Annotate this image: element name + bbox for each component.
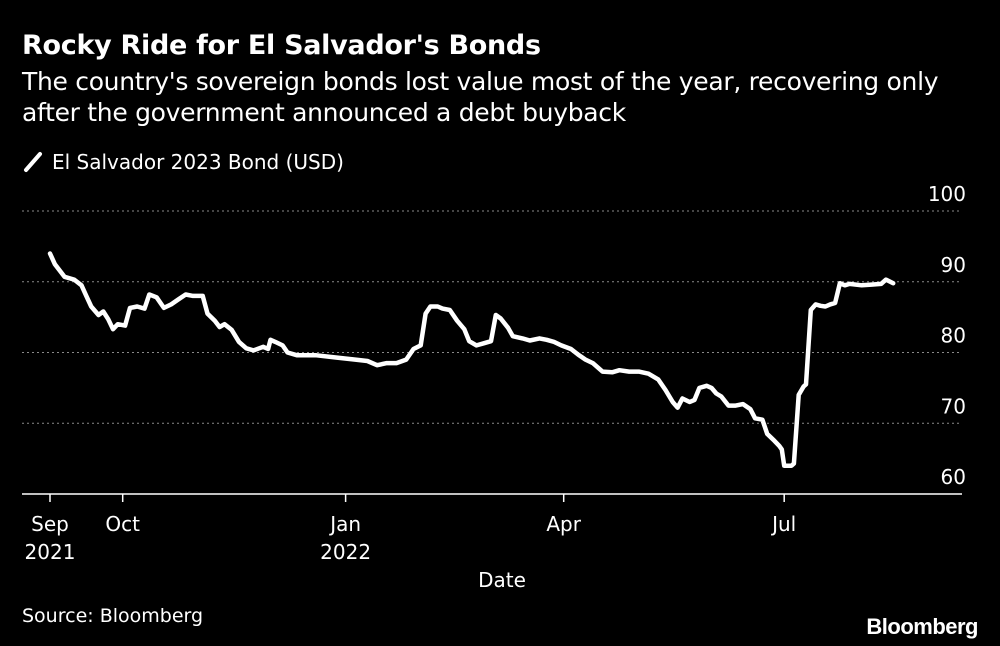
legend-line-icon [24,152,42,172]
x-tick-year-label: 2022 [320,540,371,564]
y-axis-ticks: 60 70 80 90 100 [928,182,966,489]
series-line-el-salvador-2023-bond [47,251,896,468]
y-tick-label: 100 [928,182,966,206]
chart-subtitle: The country's sovereign bonds lost value… [22,67,939,127]
chart-title: Rocky Ride for El Salvador's Bonds [22,30,541,61]
x-tick-year-label: 2021 [25,540,76,564]
x-tick-label: Jan [328,512,361,536]
x-tick-label: Sep [31,512,69,536]
x-axis-ticks: Sep 2021 Oct Jan 2022 Apr Jul [25,494,796,564]
gridlines [22,210,962,424]
y-tick-label: 70 [941,394,966,418]
legend-label: El Salvador 2023 Bond (USD) [52,150,344,174]
x-tick-label: Apr [546,512,581,536]
y-tick-label: 60 [941,465,966,489]
bloomberg-logo: Bloomberg [866,614,978,639]
y-tick-label: 80 [941,324,966,348]
x-tick-label: Oct [105,512,140,536]
x-tick-label: Jul [770,512,796,536]
x-axis-title: Date [478,568,526,592]
y-tick-label: 90 [941,253,966,277]
source-note: Source: Bloomberg [22,605,204,627]
legend: El Salvador 2023 Bond (USD) [22,150,344,174]
